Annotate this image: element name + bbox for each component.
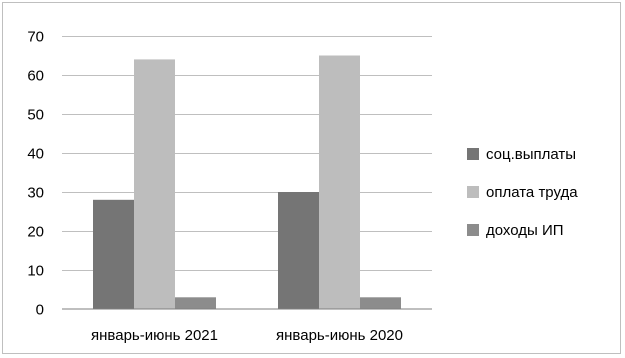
y-tick-label: 20 <box>27 224 44 241</box>
legend-label: соц.выплаты <box>486 146 576 163</box>
legend-swatch <box>467 186 479 198</box>
y-tick-label: 10 <box>27 263 44 280</box>
y-tick-label: 60 <box>27 68 44 85</box>
legend-swatch <box>467 224 479 236</box>
bar-оплата труда-январь-июнь 2020 <box>319 55 360 309</box>
bar-доходы ИП-январь-июнь 2021 <box>175 297 216 309</box>
y-tick-label: 30 <box>27 185 44 202</box>
bar-оплата труда-январь-июнь 2021 <box>134 59 175 310</box>
x-tick-label: январь-июнь 2020 <box>276 327 403 344</box>
legend-item: соц.выплаты <box>467 146 576 163</box>
legend-item: оплата труда <box>467 184 578 201</box>
bar-соц.выплаты-январь-июнь 2021 <box>93 199 134 309</box>
bar-соц.выплаты-январь-июнь 2020 <box>278 192 319 309</box>
y-axis-tick-labels: 0 10 20 30 40 50 60 70 <box>27 29 44 319</box>
legend-label: оплата труда <box>486 184 578 201</box>
legend: соц.выплаты оплата труда доходы ИП <box>467 146 578 239</box>
y-tick-label: 50 <box>27 107 44 124</box>
legend-item: доходы ИП <box>467 222 564 239</box>
bar-доходы ИП-январь-июнь 2020 <box>360 297 401 309</box>
y-tick-label: 40 <box>27 146 44 163</box>
x-axis-tick-labels: январь-июнь 2021 январь-июнь 2020 <box>91 327 403 344</box>
y-tick-label: 0 <box>36 302 44 319</box>
y-tick-label: 70 <box>27 29 44 46</box>
x-tick-label: январь-июнь 2021 <box>91 327 218 344</box>
legend-swatch <box>467 148 479 160</box>
legend-label: доходы ИП <box>486 222 564 239</box>
bars <box>93 55 401 310</box>
